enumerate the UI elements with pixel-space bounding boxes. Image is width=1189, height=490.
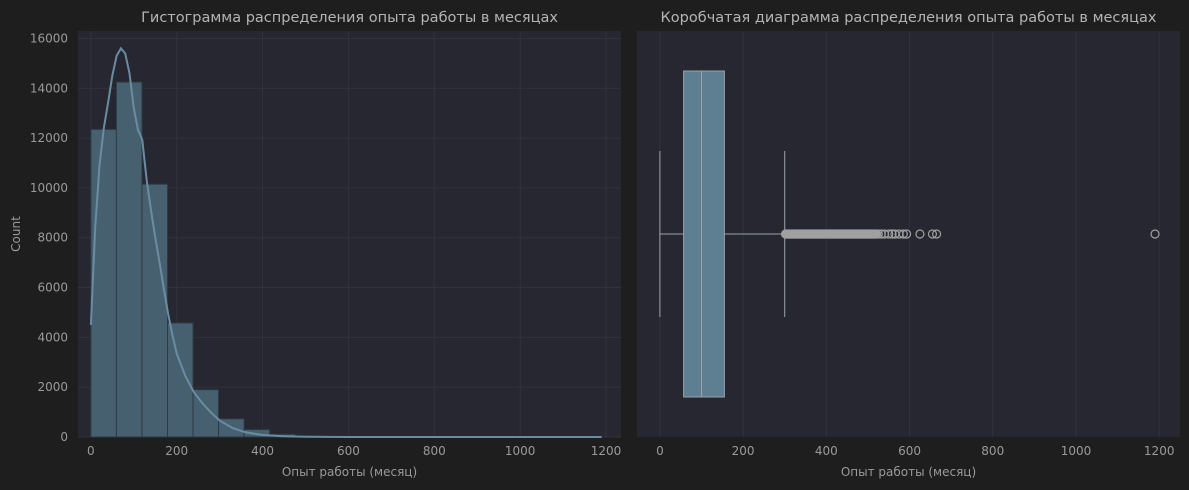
histogram-bar — [166, 322, 194, 438]
y-tick-label: 2000 — [37, 380, 68, 394]
x-tick-label: 1200 — [591, 444, 622, 458]
outlier-point — [931, 229, 942, 239]
y-tick-label: 8000 — [37, 231, 68, 245]
boxplot-shapes — [659, 70, 786, 398]
histogram-panel: 0 200 400 600 800 1000 1200 0 2000 4000 6000 8000 1… — [9, 10, 621, 479]
x-tick-label: 600 — [337, 444, 360, 458]
histogram-bar — [90, 128, 117, 438]
x-tick-label: 800 — [981, 444, 1004, 458]
y-tick-label: 0 — [60, 430, 68, 444]
outlier-point — [927, 229, 938, 239]
x-tick-label: 400 — [251, 444, 274, 458]
x-tick-label: 1000 — [1061, 444, 1092, 458]
boxplot-panel: 0 200 400 600 800 1000 1200 Коробчатая диаграм… — [637, 10, 1180, 479]
box-iqr — [683, 70, 725, 398]
x-tick-label: 0 — [656, 444, 664, 458]
x-tick-label: 1000 — [505, 444, 536, 458]
y-tick-label: 14000 — [30, 81, 68, 95]
y-tick-label: 4000 — [37, 330, 68, 344]
kde-line — [89, 46, 602, 438]
histogram-x-axis-label: Опыт работы (месяц) — [282, 465, 417, 479]
histogram-bar — [115, 81, 143, 438]
histogram-y-axis-label: Count — [9, 216, 23, 252]
x-tick-label: 200 — [165, 444, 188, 458]
outlier-point — [902, 229, 912, 239]
boxplot-outliers — [780, 229, 1160, 239]
x-tick-label: 600 — [898, 444, 921, 458]
boxplot-x-ticks: 0 200 400 600 800 1000 1200 — [656, 444, 1174, 458]
histogram-y-ticks: 0 2000 4000 6000 8000 10000 12000 14000 16000 — [30, 31, 68, 444]
boxplot-x-axis-label: Опыт работы (месяц) — [841, 465, 976, 479]
y-tick-label: 16000 — [30, 31, 68, 45]
outlier-point — [898, 229, 908, 239]
histogram-title: Гистограмма распределения опыта работы в… — [141, 10, 558, 26]
histogram-bar — [141, 183, 168, 438]
outlier-point — [884, 229, 894, 239]
outlier-point — [873, 229, 883, 239]
outlier-point — [915, 229, 925, 239]
outlier-point — [887, 229, 897, 239]
boxplot-title: Коробчатая диаграмма распределения опыта… — [661, 10, 1157, 26]
x-tick-label: 400 — [815, 444, 838, 458]
y-tick-label: 6000 — [37, 281, 68, 295]
x-tick-label: 200 — [732, 444, 755, 458]
y-tick-label: 12000 — [30, 131, 68, 145]
outlier-point — [1150, 229, 1160, 239]
histogram-x-ticks: 0 200 400 600 800 1000 1200 — [87, 444, 621, 458]
x-tick-label: 800 — [423, 444, 446, 458]
x-tick-label: 0 — [87, 444, 95, 458]
y-tick-label: 10000 — [30, 181, 68, 195]
x-tick-label: 1200 — [1144, 444, 1175, 458]
